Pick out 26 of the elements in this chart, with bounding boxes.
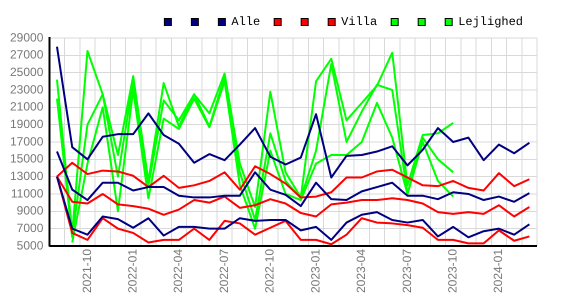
x-tick-label: 2023-01 <box>308 248 322 294</box>
y-tick-label: 17000 <box>10 134 44 148</box>
x-tick-label: 2021-10 <box>80 248 94 294</box>
y-tick-label: 15000 <box>10 152 44 166</box>
x-tick-label: 2023-07 <box>400 248 414 294</box>
legend-label: Alle <box>231 15 260 30</box>
y-tick-label: 19000 <box>10 116 44 131</box>
y-tick-label: 5000 <box>16 238 44 252</box>
x-tick-label: 2022-10 <box>262 248 277 294</box>
y-tick-label: 11000 <box>10 186 44 200</box>
y-tick-label: 7000 <box>16 220 44 235</box>
y-tick-label: 13000 <box>10 168 44 183</box>
x-tick-label: 2022-07 <box>216 248 231 294</box>
x-tick-label: 2024-01 <box>491 248 506 294</box>
y-tick-label: 27000 <box>10 48 44 62</box>
y-tick-label: 23000 <box>10 82 44 96</box>
y-tick-label: 29000 <box>10 30 44 44</box>
y-tick-label: 21000 <box>10 100 44 114</box>
y-tick-label: 9000 <box>16 204 44 218</box>
x-tick-label: 2023-10 <box>446 248 460 294</box>
x-tick-label: 2022-04 <box>171 248 186 294</box>
y-tick-label: 25000 <box>10 64 44 79</box>
x-tick-label: 2022-01 <box>125 248 140 294</box>
x-tick-label: 2023-04 <box>354 248 368 294</box>
legend-label: Villa <box>341 15 378 30</box>
legend-label: Lejlighed <box>458 15 523 30</box>
